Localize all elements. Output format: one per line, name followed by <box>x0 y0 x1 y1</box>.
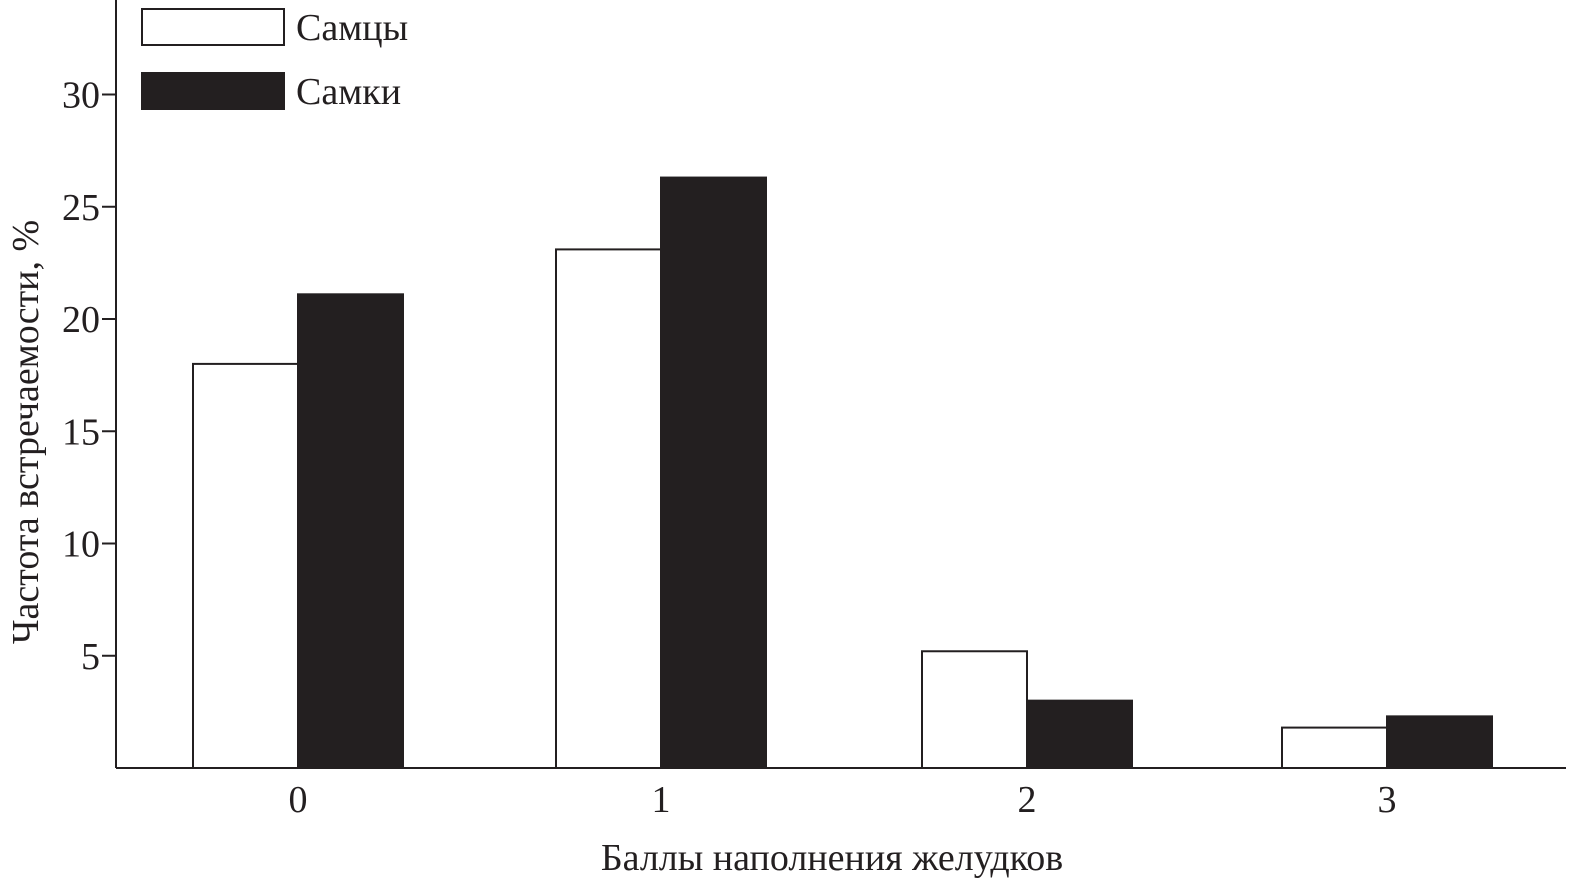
y-axis-label: Частота встречаемости, % <box>5 220 47 644</box>
bar-females-0 <box>297 293 404 769</box>
y-tick-label: 10 <box>62 524 100 566</box>
legend-swatch-males <box>141 8 285 46</box>
y-tick-label: 25 <box>62 187 100 229</box>
legend-swatch-females <box>141 72 285 110</box>
x-ticks: 0 1 2 3 <box>289 779 1397 821</box>
legend: Самцы Самки <box>141 7 408 113</box>
x-tick-label: 2 <box>1018 779 1037 821</box>
legend-label-females: Самки <box>296 71 401 113</box>
bar-males-3 <box>1281 726 1388 770</box>
bar-males-1 <box>555 248 662 769</box>
bar-females-1 <box>660 176 767 769</box>
y-tick-label: 20 <box>62 299 100 341</box>
y-tick-label: 15 <box>62 411 100 453</box>
bar-females-2 <box>1026 699 1133 770</box>
bar-males-2 <box>921 650 1028 770</box>
x-tick-label: 1 <box>652 779 671 821</box>
x-axis-label: Баллы наполнения желудков <box>601 837 1063 879</box>
bar-females-3 <box>1386 715 1493 769</box>
legend-label-males: Самцы <box>296 7 408 49</box>
y-tick-label: 5 <box>81 636 100 678</box>
x-tick-label: 3 <box>1378 779 1397 821</box>
y-tick-label: 30 <box>62 75 100 117</box>
y-ticks: 5 10 15 20 25 30 <box>62 75 116 678</box>
bar-males-0 <box>192 362 299 769</box>
x-tick-label: 0 <box>289 779 308 821</box>
bars <box>192 176 1493 770</box>
